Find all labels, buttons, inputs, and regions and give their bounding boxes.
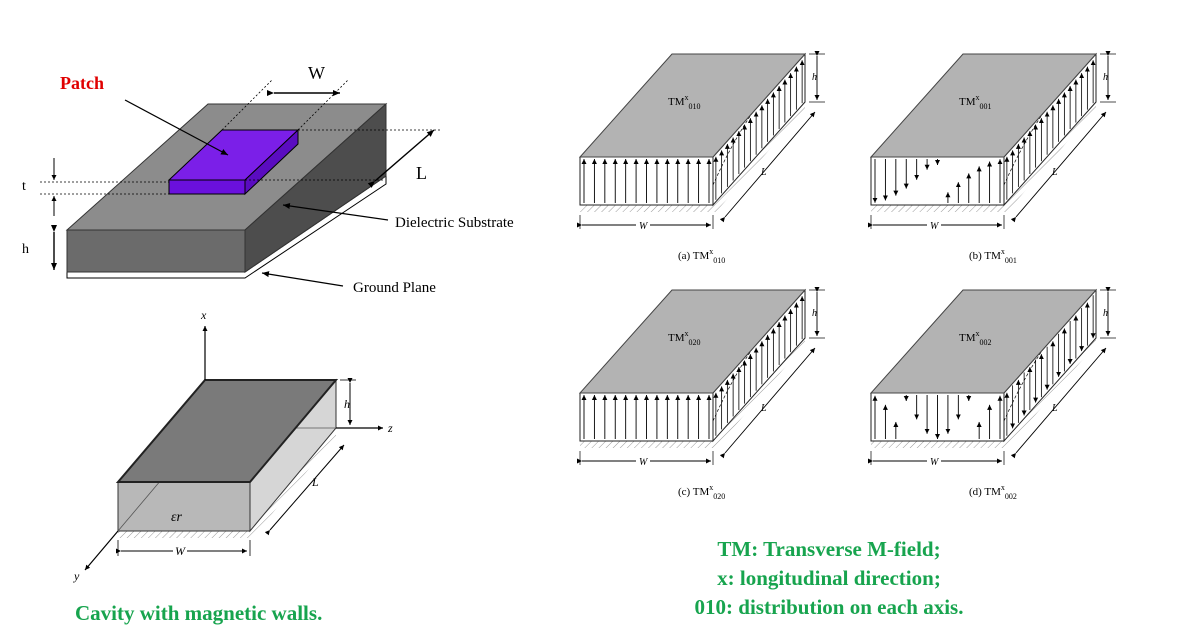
l-arrow	[1010, 111, 1107, 223]
ground-label: Ground Plane	[353, 280, 436, 296]
permittivity-label: εr	[171, 510, 183, 525]
patch-front	[168, 179, 246, 195]
z-axis-label: z	[387, 421, 393, 435]
mode-caption: (c) TMx020	[678, 483, 725, 501]
w-label: W	[930, 457, 940, 468]
l-arrow	[719, 111, 816, 223]
patch-side	[244, 128, 299, 196]
h-label: h	[1103, 72, 1108, 83]
l-label: L	[760, 403, 767, 414]
cavity-l-arrow	[264, 444, 345, 536]
mode-caption: (b) TMx001	[969, 247, 1017, 265]
w-label-bg	[636, 454, 650, 467]
cavity-l-label: L	[311, 475, 319, 489]
top-plate	[578, 53, 807, 158]
y-axis-label: y	[73, 569, 80, 583]
patch-label: Patch	[60, 73, 104, 93]
l-arrow	[1010, 347, 1107, 459]
legend-line-2: x: longitudinal direction;	[717, 566, 941, 590]
substrate-label: Dielectric Substrate	[395, 215, 514, 231]
w-label-bg	[927, 454, 941, 467]
substrate-pointer	[282, 203, 389, 221]
h-label: h	[22, 242, 29, 257]
w-label: W	[308, 63, 325, 83]
legend-line-3: 010: distribution on each axis.	[695, 595, 964, 619]
cavity-h-label: h	[344, 397, 350, 411]
top-plate	[578, 289, 807, 394]
l-label: L	[760, 167, 767, 178]
w-label-bg	[636, 218, 650, 231]
mode-caption: (d) TMx002	[969, 483, 1017, 501]
w-label: W	[930, 221, 940, 232]
t-label: t	[22, 179, 26, 194]
legend: TM: Transverse M-field; x: longitudinal …	[695, 537, 964, 619]
top-plate	[869, 53, 1098, 158]
l-label: L	[1051, 403, 1058, 414]
w-label: W	[639, 221, 649, 232]
w-label-bg	[927, 218, 941, 231]
h-label: h	[812, 308, 817, 319]
cavity-diagram: x z y h L W εr Cavity with magnetic wall…	[73, 308, 393, 625]
h-label: h	[812, 72, 817, 83]
w-label: W	[639, 457, 649, 468]
cavity-caption: Cavity with magnetic walls.	[75, 601, 322, 625]
legend-line-1: TM: Transverse M-field;	[717, 537, 940, 561]
l-label: L	[1051, 167, 1058, 178]
patch-antenna-diagram: W L t h Patch Dielectric Substrate Groun…	[22, 63, 514, 296]
y-axis	[84, 530, 119, 571]
l-dimension-arrow	[367, 129, 435, 188]
cavity-w-label: W	[175, 544, 186, 558]
l-label: L	[416, 163, 427, 183]
cavity-top-face	[115, 379, 339, 483]
h-label: h	[1103, 308, 1108, 319]
substrate-front	[66, 229, 246, 273]
ground-pointer	[261, 271, 344, 287]
mode-caption: (a) TMx010	[678, 247, 725, 265]
top-plate	[869, 289, 1098, 394]
x-axis-label: x	[200, 308, 207, 322]
patch-pointer	[124, 99, 229, 156]
l-arrow	[719, 347, 816, 459]
cavity-front-face	[117, 481, 251, 532]
cavity-w-label-bg	[173, 544, 187, 558]
